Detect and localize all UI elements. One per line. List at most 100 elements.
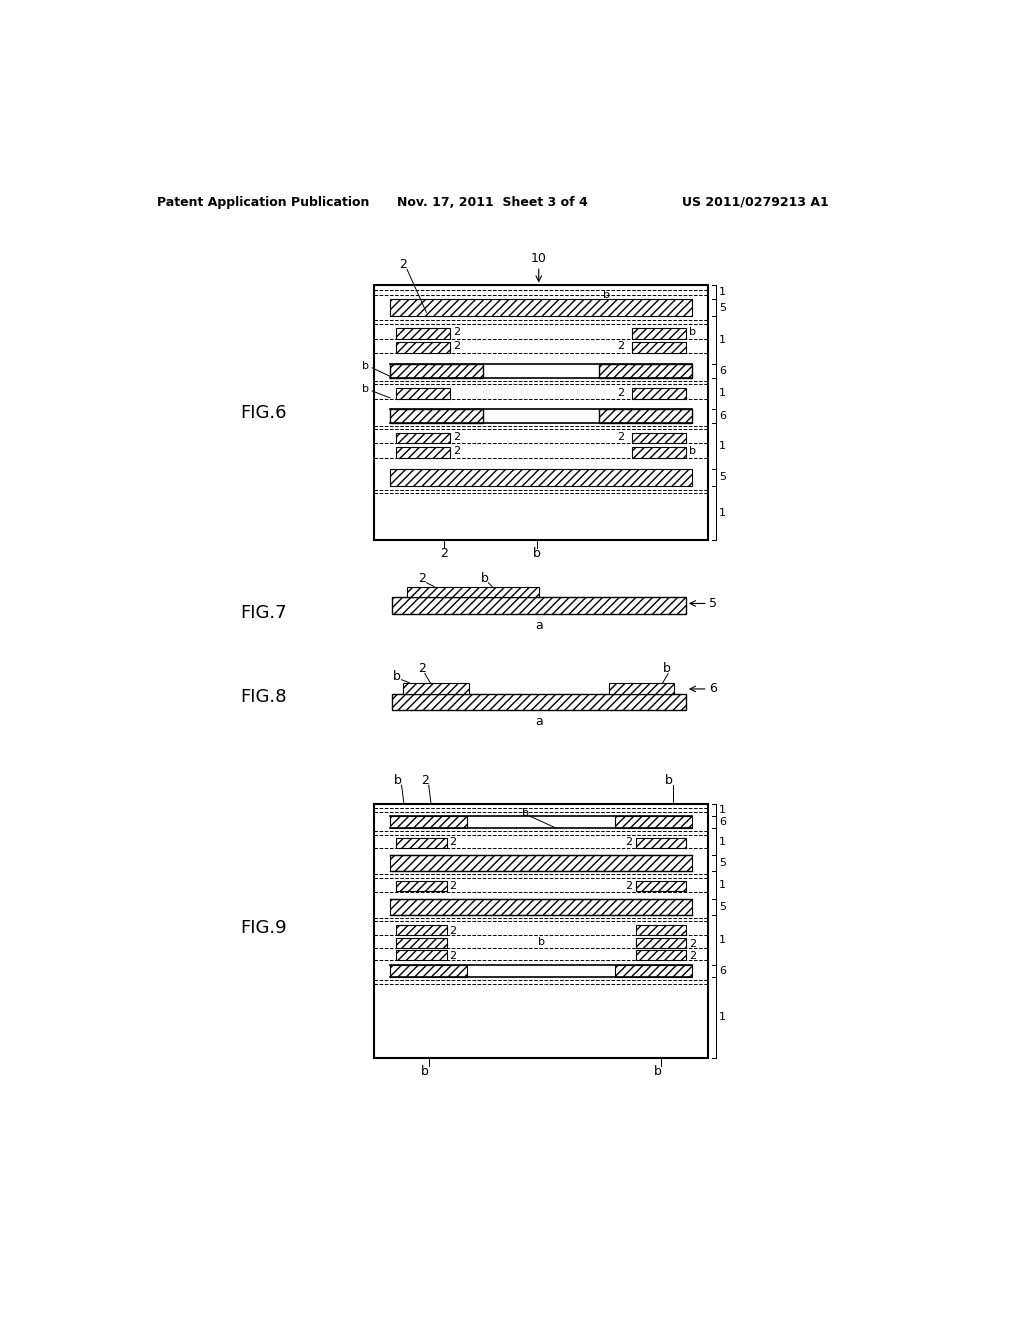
Bar [390, 965, 467, 977]
Text: 2: 2 [450, 925, 457, 936]
Bar [396, 388, 451, 399]
Bar [375, 804, 708, 1057]
Bar [403, 682, 469, 693]
Text: 5: 5 [710, 597, 717, 610]
Text: 2: 2 [440, 546, 449, 560]
Text: b: b [361, 384, 369, 395]
Text: b: b [663, 663, 671, 676]
Text: Patent Application Publication: Patent Application Publication [158, 195, 370, 209]
Text: b: b [653, 1065, 662, 1078]
Bar [608, 682, 675, 693]
Text: 2: 2 [421, 774, 429, 787]
Text: 2: 2 [616, 432, 624, 442]
Bar [390, 300, 692, 317]
Text: a: a [535, 619, 543, 631]
Bar [614, 965, 692, 977]
Text: 10: 10 [530, 252, 547, 265]
Bar [636, 837, 686, 847]
Text: FIG.7: FIG.7 [241, 603, 287, 622]
Text: b: b [689, 446, 696, 455]
Text: b: b [538, 937, 545, 948]
Bar [632, 388, 686, 399]
Text: 2: 2 [625, 880, 632, 891]
Bar [636, 882, 686, 891]
Bar [391, 693, 686, 710]
Text: 5: 5 [719, 902, 726, 912]
Text: 2: 2 [399, 259, 408, 271]
Text: 2: 2 [450, 837, 457, 847]
Bar [396, 837, 446, 847]
Text: 6: 6 [719, 966, 726, 975]
Text: 1: 1 [719, 288, 726, 297]
Text: 1: 1 [719, 880, 726, 890]
Text: b: b [534, 546, 541, 560]
Text: 1: 1 [719, 1012, 726, 1022]
Bar [614, 816, 692, 829]
Bar [396, 925, 446, 936]
Bar [396, 950, 446, 960]
Text: FIG.8: FIG.8 [241, 689, 287, 706]
Bar [391, 597, 686, 614]
Bar [390, 409, 483, 422]
Bar [632, 342, 686, 354]
Text: 1: 1 [719, 508, 726, 517]
Text: b: b [603, 289, 610, 300]
Text: 2: 2 [454, 446, 461, 455]
Text: 5: 5 [719, 858, 726, 869]
Bar [632, 327, 686, 339]
Bar [390, 816, 467, 829]
Bar [632, 447, 686, 458]
Text: 2: 2 [419, 663, 426, 676]
Text: FIG.9: FIG.9 [241, 920, 287, 937]
Text: 2: 2 [450, 952, 457, 961]
Bar [396, 937, 446, 948]
Text: 2: 2 [419, 573, 426, 585]
Text: b: b [522, 808, 529, 818]
Text: 6: 6 [719, 817, 726, 828]
Text: b: b [689, 327, 696, 338]
Text: 1: 1 [719, 805, 726, 814]
Bar [396, 882, 446, 891]
Text: 5: 5 [719, 473, 726, 482]
Text: b: b [480, 573, 488, 585]
Bar [396, 433, 451, 444]
Text: 2: 2 [689, 939, 696, 949]
Bar [390, 364, 483, 378]
Bar [636, 937, 686, 948]
Text: b: b [421, 1065, 429, 1078]
Text: 1: 1 [719, 388, 726, 399]
Text: 1: 1 [719, 335, 726, 345]
Text: US 2011/0279213 A1: US 2011/0279213 A1 [682, 195, 829, 209]
Bar [390, 855, 692, 871]
Text: 6: 6 [719, 411, 726, 421]
Bar [407, 586, 539, 597]
Bar [636, 925, 686, 936]
Bar [375, 285, 708, 540]
Text: b: b [394, 774, 401, 787]
Bar [390, 469, 692, 486]
Text: 1: 1 [719, 837, 726, 846]
Bar [396, 447, 451, 458]
Text: FIG.6: FIG.6 [241, 404, 287, 421]
Text: 5: 5 [719, 302, 726, 313]
Text: 2: 2 [454, 342, 461, 351]
Text: 2: 2 [625, 837, 632, 847]
Text: 2: 2 [450, 880, 457, 891]
Text: b: b [665, 774, 673, 787]
Text: 2: 2 [616, 388, 624, 399]
Text: 6: 6 [719, 366, 726, 376]
Bar [396, 327, 451, 339]
Bar [599, 364, 692, 378]
Text: a: a [535, 714, 543, 727]
Text: Nov. 17, 2011  Sheet 3 of 4: Nov. 17, 2011 Sheet 3 of 4 [397, 195, 588, 209]
Text: 2: 2 [454, 327, 461, 338]
Text: 2: 2 [616, 342, 624, 351]
Text: b: b [361, 362, 369, 371]
Text: 6: 6 [710, 682, 717, 696]
Text: 2: 2 [689, 952, 696, 961]
Bar [632, 433, 686, 444]
Bar [599, 409, 692, 422]
Text: 2: 2 [454, 432, 461, 442]
Bar [390, 899, 692, 915]
Bar [636, 950, 686, 960]
